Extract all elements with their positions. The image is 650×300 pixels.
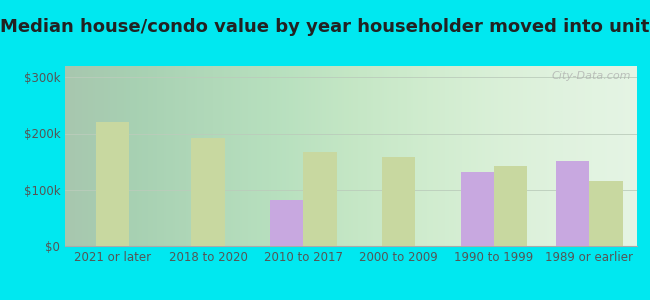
Text: City-Data.com: City-Data.com [552, 71, 631, 81]
Bar [461, 172, 494, 246]
Bar [270, 200, 304, 246]
Bar [96, 122, 129, 246]
Bar [382, 157, 415, 246]
Bar [304, 152, 337, 246]
Bar [590, 181, 623, 246]
Bar [494, 166, 527, 246]
Bar [191, 138, 225, 246]
Bar [556, 160, 590, 246]
Text: Median house/condo value by year householder moved into unit: Median house/condo value by year househo… [0, 18, 650, 36]
